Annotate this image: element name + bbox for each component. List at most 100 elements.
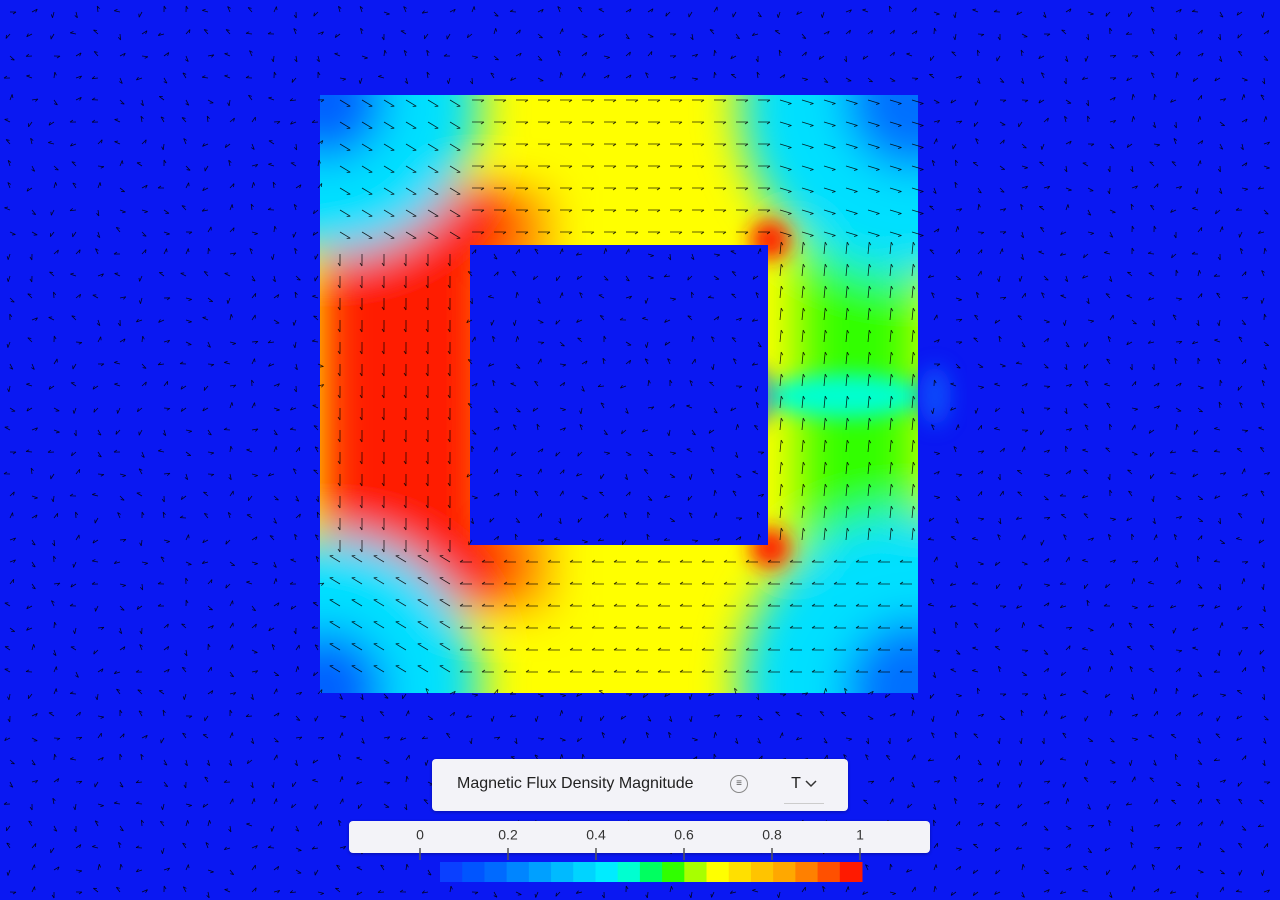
- field-arrow: [225, 583, 231, 589]
- field-arrow: [93, 649, 99, 655]
- field-arrow: [635, 647, 648, 651]
- field-arrow: [383, 693, 389, 699]
- field-arrow: [335, 887, 341, 893]
- field-arrow: [289, 427, 297, 431]
- field-arrow: [53, 582, 61, 586]
- field-arrow: [525, 647, 538, 651]
- field-arrow: [1197, 842, 1202, 849]
- field-arrow: [1018, 121, 1023, 128]
- field-arrow: [554, 866, 561, 871]
- field-arrow: [225, 29, 231, 35]
- field-arrow: [1241, 359, 1247, 365]
- field-arrow: [1043, 800, 1050, 805]
- field-arrow: [339, 99, 351, 107]
- field-arrow: [351, 577, 363, 585]
- field-arrow: [977, 713, 984, 718]
- field-arrow: [657, 625, 670, 629]
- field-arrow: [1109, 119, 1117, 124]
- field-arrow: [251, 605, 257, 612]
- field-arrow: [91, 97, 99, 101]
- field-arrow: [735, 317, 742, 322]
- field-arrow: [273, 495, 279, 501]
- field-arrow: [493, 426, 500, 431]
- field-arrow: [53, 71, 57, 79]
- field-arrow: [642, 316, 649, 321]
- field-arrow: [537, 319, 544, 324]
- field-arrow: [273, 890, 281, 894]
- field-arrow: [995, 803, 1001, 809]
- field-arrow: [1064, 115, 1068, 123]
- field-arrow: [855, 581, 868, 585]
- field-arrow: [1259, 446, 1265, 453]
- field-arrow: [1192, 473, 1199, 478]
- field-arrow: [647, 869, 653, 875]
- field-arrow: [69, 119, 77, 123]
- field-arrow: [692, 209, 705, 213]
- field-arrow: [865, 864, 869, 871]
- field-arrow: [356, 891, 363, 896]
- field-arrow: [867, 373, 872, 387]
- field-arrow: [494, 231, 507, 235]
- field-arrow: [626, 165, 639, 169]
- field-arrow: [1148, 668, 1155, 673]
- field-arrow: [1021, 33, 1028, 38]
- field-arrow: [622, 737, 627, 744]
- field-arrow: [1082, 494, 1089, 499]
- field-arrow: [207, 666, 212, 673]
- field-arrow: [6, 869, 11, 876]
- field-arrow: [620, 384, 627, 389]
- field-arrow: [317, 159, 321, 167]
- field-arrow: [381, 518, 385, 531]
- field-arrow: [668, 731, 672, 739]
- field-arrow: [1217, 517, 1221, 525]
- field-arrow: [973, 121, 979, 127]
- field-arrow: [560, 209, 573, 213]
- field-arrow: [801, 886, 806, 893]
- field-arrow: [267, 340, 275, 344]
- field-arrow: [337, 452, 341, 465]
- field-arrow: [1241, 493, 1248, 497]
- field-arrow: [423, 799, 429, 805]
- field-arrow: [337, 540, 341, 553]
- field-arrow: [53, 778, 60, 783]
- field-arrow: [1042, 11, 1047, 18]
- field-arrow: [1108, 891, 1113, 898]
- field-arrow: [537, 737, 545, 741]
- field-arrow: [251, 864, 256, 871]
- field-arrow: [752, 470, 759, 475]
- field-arrow: [537, 448, 544, 453]
- field-arrow: [862, 8, 869, 13]
- field-arrow: [1021, 185, 1029, 190]
- field-arrow: [1241, 578, 1246, 585]
- field-arrow: [141, 363, 147, 369]
- field-arrow: [314, 275, 319, 282]
- field-arrow: [381, 496, 385, 509]
- field-arrow: [95, 248, 99, 255]
- field-arrow: [867, 780, 875, 784]
- field-arrow: [758, 99, 771, 103]
- field-arrow: [932, 803, 937, 811]
- field-arrow: [227, 6, 231, 13]
- field-arrow: [669, 517, 676, 522]
- field-arrow: [778, 49, 782, 57]
- field-arrow: [229, 490, 234, 497]
- field-arrow: [688, 693, 693, 700]
- field-arrow: [845, 307, 850, 321]
- field-arrow: [1021, 382, 1028, 387]
- field-arrow: [1020, 407, 1025, 414]
- menu-button[interactable]: ≡: [730, 775, 748, 793]
- field-arrow: [657, 669, 670, 673]
- field-arrow: [163, 231, 170, 236]
- field-arrow: [311, 119, 319, 123]
- field-arrow: [503, 647, 516, 651]
- field-arrow: [833, 603, 846, 607]
- field-arrow: [53, 555, 57, 563]
- unit-dropdown[interactable]: T: [784, 773, 824, 804]
- field-arrow: [31, 561, 36, 568]
- field-arrow: [447, 364, 451, 377]
- field-arrow: [359, 254, 363, 267]
- field-arrow: [157, 603, 165, 607]
- field-arrow: [229, 732, 234, 739]
- field-arrow: [160, 556, 165, 563]
- field-arrow: [911, 143, 924, 149]
